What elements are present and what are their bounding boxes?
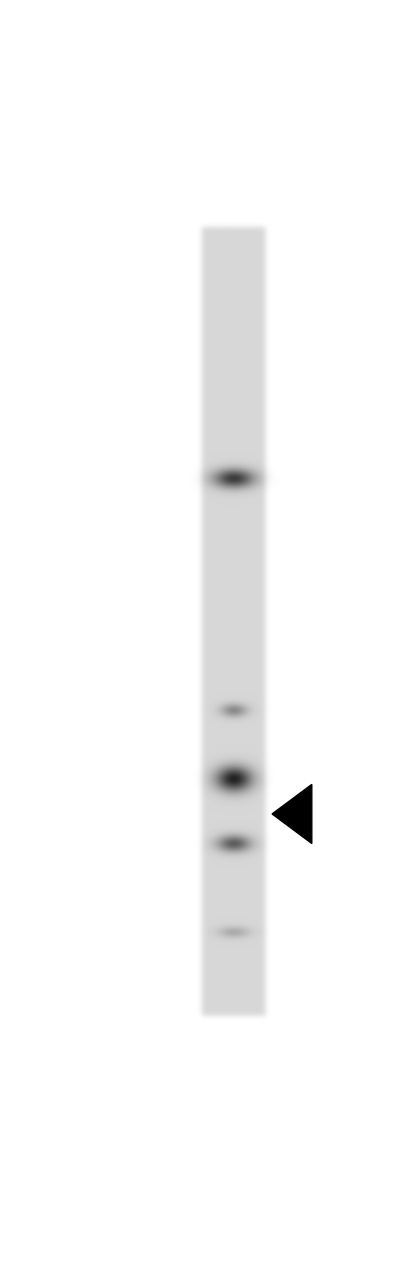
Bar: [186, 202, 188, 246]
Bar: [103, 202, 109, 246]
Bar: [221, 202, 227, 246]
Bar: [173, 202, 179, 246]
Bar: [320, 202, 326, 246]
Bar: [203, 202, 207, 246]
Text: 128937101: 128937101: [172, 180, 247, 195]
Bar: [285, 202, 291, 246]
Bar: [238, 202, 244, 246]
Text: 72: 72: [117, 497, 164, 530]
Bar: [94, 202, 96, 246]
Bar: [232, 202, 236, 246]
Bar: [331, 202, 335, 246]
Bar: [292, 202, 294, 246]
Bar: [111, 202, 112, 246]
Bar: [145, 202, 146, 246]
Bar: [200, 202, 201, 246]
Bar: [309, 202, 311, 246]
Bar: [115, 202, 118, 246]
Bar: [98, 202, 102, 246]
Bar: [296, 202, 300, 246]
Bar: [264, 202, 266, 246]
Bar: [149, 202, 155, 246]
Bar: [301, 202, 307, 246]
Text: 250: 250: [94, 970, 164, 1004]
Bar: [133, 202, 135, 246]
Bar: [218, 202, 220, 246]
Bar: [229, 202, 231, 246]
Text: 55: 55: [117, 358, 164, 392]
Bar: [202, 276, 265, 1065]
Text: 95: 95: [117, 635, 164, 668]
Text: 130: 130: [94, 797, 164, 831]
Bar: [281, 202, 283, 246]
Bar: [156, 202, 157, 246]
Bar: [276, 202, 279, 246]
Bar: [192, 202, 198, 246]
Bar: [268, 202, 274, 246]
Bar: [89, 202, 93, 246]
Bar: [180, 202, 184, 246]
Bar: [327, 202, 329, 246]
Bar: [259, 202, 263, 246]
Text: K562: K562: [190, 1078, 293, 1112]
Polygon shape: [272, 785, 311, 844]
Bar: [126, 202, 131, 246]
Bar: [120, 202, 122, 246]
Bar: [312, 202, 317, 246]
Bar: [137, 202, 141, 246]
Bar: [160, 202, 163, 246]
Bar: [245, 202, 247, 246]
